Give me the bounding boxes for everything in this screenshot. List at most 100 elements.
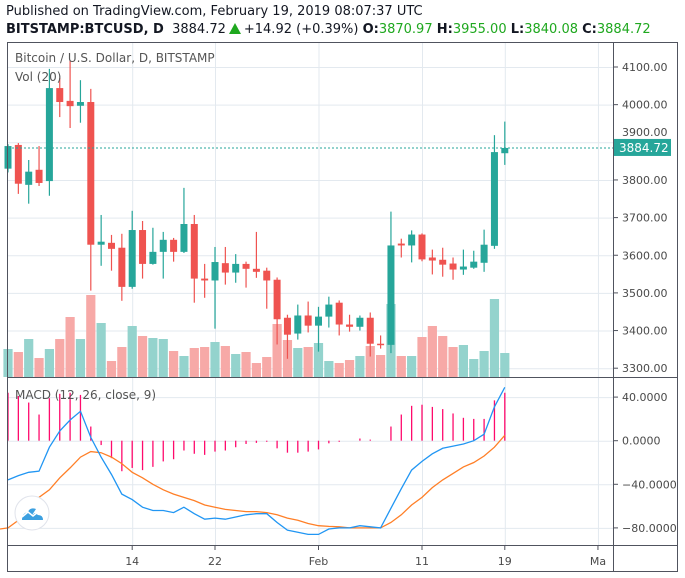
price-change: +14.92 (+0.39%) xyxy=(243,22,359,37)
candle-down xyxy=(221,263,229,273)
price-axis[interactable]: 4100.00 4000.00 3900.00 3800.00 3700.00 3600.… xyxy=(613,61,668,375)
candle-up xyxy=(45,88,53,182)
candle-down xyxy=(139,230,147,264)
macd-line xyxy=(7,386,506,536)
close-value: 3884.72 xyxy=(596,22,651,37)
candle-down xyxy=(14,144,22,184)
volume-bar xyxy=(96,323,106,377)
volume-bar xyxy=(13,352,23,377)
published-caption: Published on TradingView.com, February 1… xyxy=(6,4,423,19)
candle-up xyxy=(356,317,364,327)
time-tick-label: Feb xyxy=(309,555,328,568)
candle-up xyxy=(180,224,188,252)
volume-bar xyxy=(324,361,334,377)
candle-down xyxy=(201,278,209,281)
low-value: 3840.08 xyxy=(524,22,578,37)
macd-tick-label: 40.0000 xyxy=(622,391,668,404)
macd-axis[interactable]: 40.0000 0.0000 −40.0000 −80.0000 xyxy=(613,391,677,535)
chart-title: Bitcoin / U.S. Dollar, D, BITSTAMP xyxy=(15,51,215,65)
volume-bar xyxy=(241,352,251,377)
price-tick-label: 3600.00 xyxy=(622,249,668,262)
tradingview-logo-icon[interactable] xyxy=(14,495,50,531)
volume-bar xyxy=(355,356,365,377)
candle-down xyxy=(377,343,385,346)
volume-bar xyxy=(179,356,189,377)
price-tick-label: 3500.00 xyxy=(622,287,668,300)
gridlines xyxy=(8,43,613,545)
macd-tick-label: 0.0000 xyxy=(622,435,661,448)
candle-down xyxy=(66,100,74,107)
volume-bar xyxy=(293,348,303,377)
candle-up xyxy=(149,251,157,264)
volume-bar xyxy=(55,339,65,377)
candle-up xyxy=(325,304,333,317)
macd-tick-label: −80.0000 xyxy=(622,522,677,535)
candle-down xyxy=(242,263,250,269)
candle-down xyxy=(252,268,260,272)
candle-up xyxy=(97,241,105,245)
volume-bar xyxy=(376,355,386,377)
candle-up xyxy=(315,316,322,326)
candles xyxy=(4,60,509,359)
candle-up xyxy=(128,230,136,287)
volume-bar xyxy=(303,347,313,377)
candle-down xyxy=(366,317,374,344)
last-price-box xyxy=(614,138,671,156)
last-price-axis-label: 3884.72 xyxy=(619,141,669,155)
volume-bar xyxy=(344,360,355,377)
volume-bar xyxy=(148,338,158,377)
price-tick-label: 4000.00 xyxy=(622,99,668,112)
candle-down xyxy=(35,169,43,183)
candle-up xyxy=(501,147,509,154)
candle-up xyxy=(387,245,395,345)
candle-up xyxy=(480,244,488,263)
volume-bar xyxy=(200,347,210,377)
last-price-badge: 3884.72 xyxy=(614,138,671,156)
candle-up xyxy=(459,266,467,270)
volume-bar xyxy=(34,358,44,377)
price-tick-label: 3400.00 xyxy=(622,325,668,338)
signal-line xyxy=(0,434,506,530)
candle-up xyxy=(470,261,478,268)
candle-up xyxy=(25,171,33,185)
price-tick-label: 4100.00 xyxy=(622,61,668,74)
volume-bar xyxy=(500,353,510,377)
candle-down xyxy=(449,263,457,270)
price-tick-label: 3300.00 xyxy=(622,362,668,375)
price-tick-label: 3900.00 xyxy=(622,126,668,139)
volume-bar xyxy=(24,339,34,377)
volume-bar xyxy=(251,363,261,377)
volume-bar xyxy=(86,295,96,377)
candle-down xyxy=(428,257,436,261)
candle-down xyxy=(108,242,115,249)
candle-down xyxy=(304,315,312,326)
candle-down xyxy=(346,324,354,327)
candle-down xyxy=(439,259,447,265)
volume-bar xyxy=(458,345,468,377)
chart-frame xyxy=(7,42,678,572)
symbol-name: BITSTAMP:BTCUSD, D xyxy=(6,22,164,37)
volume-bar xyxy=(189,348,199,377)
volume-bar xyxy=(365,346,375,377)
volume-bar xyxy=(334,363,344,377)
volume-bars xyxy=(3,295,510,377)
time-axis[interactable]: 14 22 Feb 11 19 Ma xyxy=(125,545,606,568)
volume-bar xyxy=(169,351,179,377)
volume-bar xyxy=(262,357,272,377)
candle-down xyxy=(190,224,198,279)
candle-up xyxy=(76,102,84,106)
volume-bar xyxy=(106,361,117,377)
time-tick-label: 11 xyxy=(415,555,429,568)
macd-histogram xyxy=(7,392,506,472)
last-price: 3884.72 xyxy=(172,22,226,37)
volume-legend: Vol (20) xyxy=(15,70,61,84)
candle-up xyxy=(408,234,416,246)
candle-up xyxy=(211,262,219,281)
volume-bar xyxy=(479,351,489,377)
time-tick-label: Ma xyxy=(590,555,606,568)
time-tick-label: 14 xyxy=(125,555,139,568)
candle-down xyxy=(397,243,405,246)
candle-down xyxy=(335,302,343,325)
low-label: L: xyxy=(510,22,525,37)
